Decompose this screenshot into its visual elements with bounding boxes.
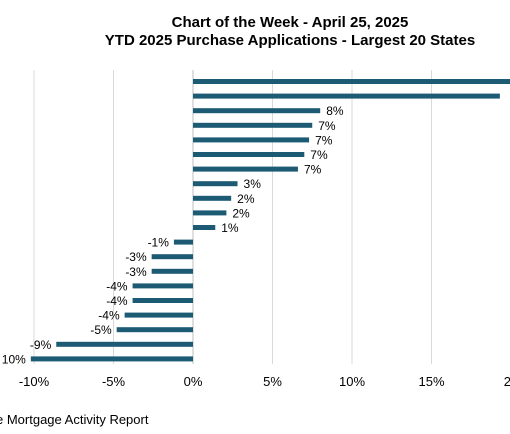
data-label: 7% — [310, 148, 328, 162]
data-label: 8% — [326, 104, 344, 118]
bar — [173, 239, 193, 245]
x-tick-label: -5% — [102, 374, 126, 389]
bar — [193, 225, 216, 230]
data-label: 7% — [318, 119, 336, 133]
data-label: -3% — [125, 250, 147, 264]
x-tick-label: -10% — [19, 374, 50, 389]
data-label: -4% — [106, 279, 128, 293]
bar — [30, 356, 193, 362]
bar — [193, 108, 321, 114]
bar — [193, 210, 227, 216]
data-label: -1% — [148, 236, 170, 250]
bar — [193, 195, 232, 201]
data-label: 7% — [315, 133, 333, 147]
bar — [151, 254, 193, 260]
bar — [193, 122, 313, 128]
data-labels: 8%7%7%7%7%3%2%2%1%-1%-3%-3%-4%-4%-4%-5%-… — [2, 104, 344, 366]
bar — [132, 283, 193, 289]
data-label: -9% — [30, 338, 52, 352]
data-label: -3% — [125, 265, 147, 279]
bar — [193, 152, 305, 157]
bar — [151, 268, 193, 274]
chart-subtitle: YTD 2025 Purchase Applications - Largest… — [104, 32, 476, 49]
bar — [132, 298, 193, 303]
bar — [193, 93, 500, 99]
data-label: -4% — [106, 294, 128, 308]
bars — [30, 79, 510, 362]
x-tick-label: 0% — [184, 374, 203, 389]
x-tick-label: 10% — [339, 374, 365, 389]
bar — [193, 137, 310, 143]
bar-chart: 8%7%7%7%7%3%2%2%1%-1%-3%-3%-4%-4%-4%-5%-… — [2, 70, 510, 389]
x-axis-ticks: -10% -5% 0% 5% 10% 15% 20 — [19, 374, 510, 389]
data-label: 2% — [237, 192, 255, 206]
x-tick-label: 5% — [263, 374, 282, 389]
bar — [116, 327, 193, 333]
data-label: 1% — [221, 221, 239, 235]
data-label: -5% — [90, 323, 112, 337]
x-tick-label: 15% — [418, 374, 444, 389]
data-label: 3% — [244, 177, 262, 191]
data-label: 10% — [2, 352, 26, 366]
x-tick-label: 20 — [504, 374, 510, 389]
chart-title: Chart of the Week - April 25, 2025 — [171, 14, 409, 31]
data-label: -4% — [98, 309, 120, 323]
bar — [124, 312, 193, 318]
source-note: e Mortgage Activity Report — [0, 412, 149, 427]
bar — [193, 166, 298, 172]
bar — [193, 79, 510, 84]
data-label: 7% — [304, 163, 322, 177]
bar — [193, 181, 238, 187]
data-label: 2% — [232, 206, 250, 220]
bar — [56, 341, 194, 347]
